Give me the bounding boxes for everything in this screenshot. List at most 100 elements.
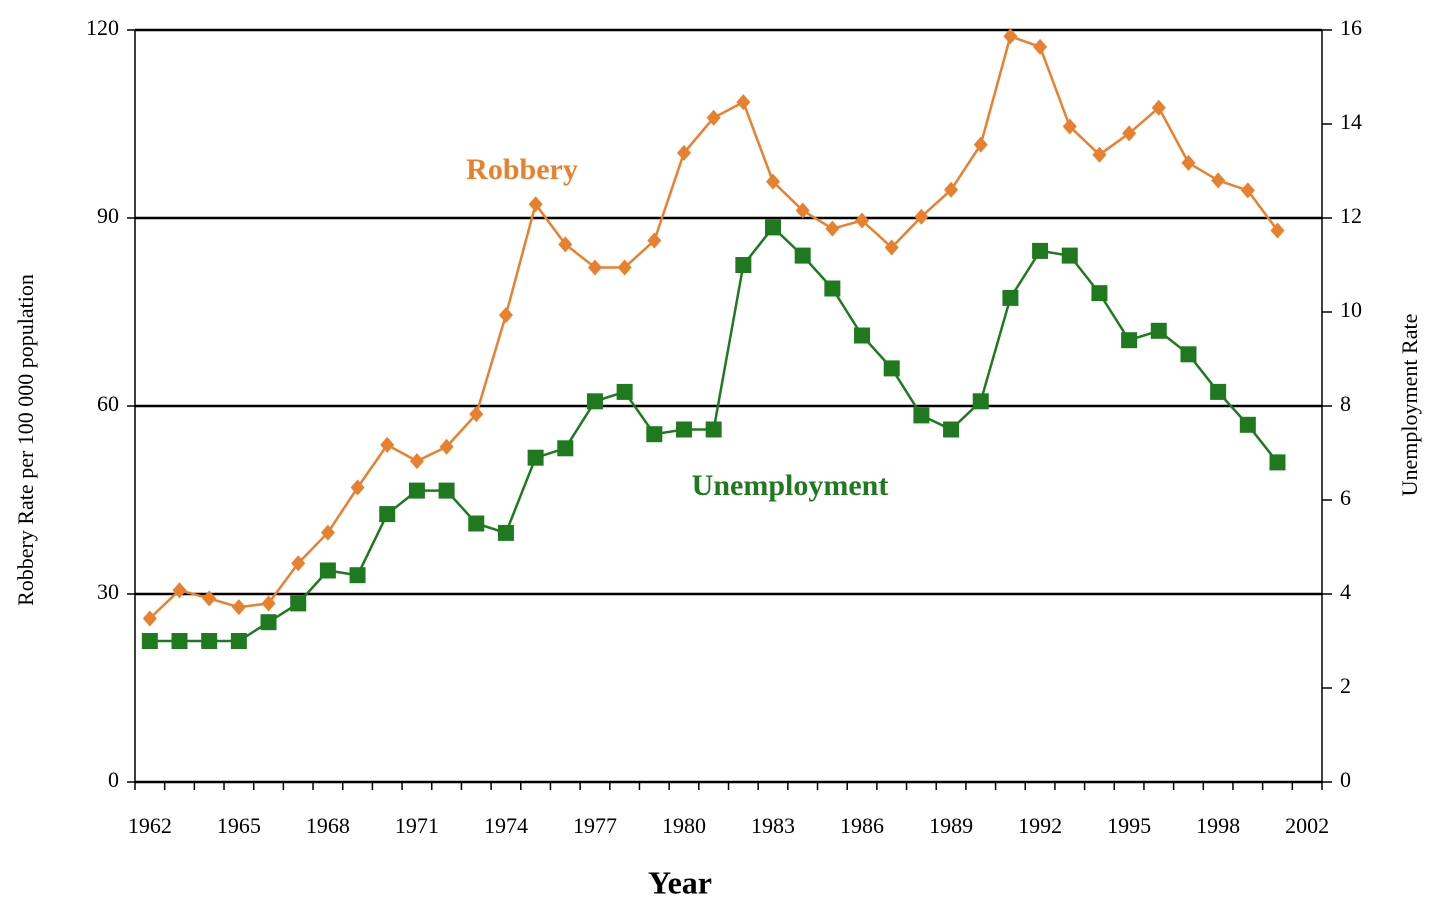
y2-tick-label: 2	[1340, 673, 1351, 698]
marker	[260, 614, 277, 631]
y2-axis-label: Unemployment Rate	[1397, 314, 1422, 497]
marker	[586, 393, 603, 410]
y2-tick-label: 6	[1340, 485, 1351, 510]
marker	[766, 173, 781, 190]
y2-tick-label: 10	[1340, 297, 1362, 322]
y-tick-label: 0	[108, 767, 119, 792]
marker	[1211, 172, 1226, 189]
marker	[379, 506, 396, 523]
marker	[409, 453, 424, 470]
marker	[1181, 154, 1196, 171]
marker	[231, 599, 246, 616]
marker	[1150, 322, 1167, 339]
marker	[290, 595, 307, 612]
marker	[1239, 416, 1256, 433]
marker	[1091, 285, 1108, 302]
x-tick-label: 1983	[751, 813, 795, 838]
marker	[736, 94, 751, 111]
x-tick-label: 1977	[573, 813, 617, 838]
marker	[380, 436, 395, 453]
marker	[735, 257, 752, 273]
x-tick-label: 1995	[1107, 813, 1151, 838]
marker	[1210, 383, 1227, 400]
marker	[201, 633, 218, 649]
marker	[469, 406, 484, 423]
y2-tick-label: 14	[1340, 109, 1362, 134]
y-tick-label: 60	[97, 391, 119, 416]
x-tick-label: 1992	[1018, 813, 1062, 838]
marker	[795, 202, 810, 219]
marker	[1122, 125, 1137, 142]
marker	[1033, 38, 1048, 55]
x-axis-label: Year	[648, 864, 712, 900]
marker	[497, 524, 514, 541]
y-tick-label: 90	[97, 203, 119, 228]
marker	[1002, 289, 1019, 306]
marker	[320, 524, 335, 541]
marker	[141, 633, 158, 649]
marker	[261, 595, 276, 612]
x-tick-label: 1989	[929, 813, 973, 838]
y2-tick-label: 0	[1340, 767, 1351, 792]
y-tick-label: 30	[97, 579, 119, 604]
marker	[558, 236, 573, 253]
marker	[438, 482, 455, 499]
marker	[291, 555, 306, 572]
marker	[854, 327, 871, 344]
marker	[528, 196, 543, 213]
y-axis-label: Robbery Rate per 100 000 population	[13, 274, 38, 606]
marker	[943, 421, 960, 438]
marker	[319, 562, 336, 579]
marker	[350, 479, 365, 496]
marker	[1180, 346, 1197, 363]
marker	[1151, 99, 1166, 116]
marker	[794, 247, 811, 264]
marker	[439, 438, 454, 455]
marker	[973, 136, 988, 153]
marker	[557, 440, 574, 457]
marker	[202, 590, 217, 607]
marker	[527, 449, 544, 466]
marker	[647, 232, 662, 249]
marker	[617, 259, 632, 276]
marker	[705, 421, 722, 438]
y2-tick-label: 12	[1340, 203, 1362, 228]
marker	[1269, 454, 1286, 471]
y-tick-label: 120	[86, 15, 119, 40]
y2-tick-label: 4	[1340, 579, 1351, 604]
marker	[676, 144, 691, 161]
marker	[1270, 222, 1285, 239]
marker	[172, 582, 187, 599]
marker	[171, 633, 188, 649]
marker	[855, 212, 870, 229]
marker	[1003, 28, 1018, 45]
marker	[1092, 146, 1107, 163]
marker	[468, 515, 485, 532]
marker	[646, 426, 663, 443]
marker	[944, 181, 959, 198]
y2-tick-label: 16	[1340, 15, 1362, 40]
marker	[765, 219, 782, 236]
marker	[1121, 332, 1138, 349]
x-tick-label: 1974	[484, 813, 528, 838]
x-tick-label: 2002	[1285, 813, 1329, 838]
marker	[1061, 247, 1078, 264]
marker	[825, 220, 840, 237]
marker	[1062, 118, 1077, 135]
annotation: Robbery	[466, 153, 578, 186]
marker	[498, 307, 513, 324]
marker	[587, 259, 602, 276]
x-tick-label: 1965	[217, 813, 261, 838]
marker	[675, 421, 692, 438]
marker	[706, 109, 721, 126]
annotation: Unemployment	[692, 469, 889, 502]
marker	[913, 407, 930, 424]
marker	[824, 280, 841, 297]
x-tick-label: 1971	[395, 813, 439, 838]
marker	[1240, 182, 1255, 199]
y2-tick-label: 8	[1340, 391, 1351, 416]
x-tick-label: 1986	[840, 813, 884, 838]
marker	[142, 610, 157, 627]
marker	[1032, 242, 1049, 259]
